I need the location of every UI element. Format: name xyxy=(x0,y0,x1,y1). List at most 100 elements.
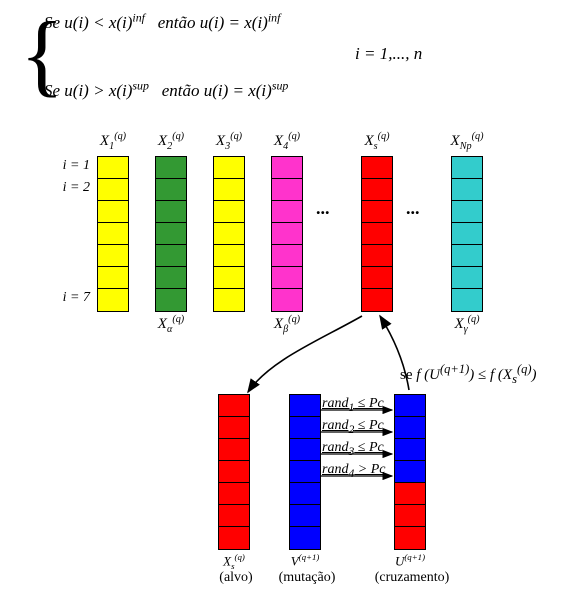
rand-condition: rand3 ≤ Pc xyxy=(322,440,384,458)
vector-column xyxy=(271,156,303,312)
vector-cell xyxy=(395,505,425,527)
bottom-column-caption: (cruzamento) xyxy=(372,570,452,586)
column-bottom-label: Xβ(q) xyxy=(265,314,309,335)
eq-line1: Se u(i) < x(i)inf então u(i) = x(i)inf xyxy=(44,13,280,32)
vector-column xyxy=(451,156,483,312)
vector-cell xyxy=(214,223,244,245)
vector-cell xyxy=(362,267,392,289)
vector-cell xyxy=(98,201,128,223)
vector-cell xyxy=(219,527,249,549)
vector-cell xyxy=(272,289,302,311)
vector-cell xyxy=(214,267,244,289)
column-label: XNp(q) xyxy=(445,131,489,152)
vector-cell xyxy=(272,267,302,289)
ellipsis: ... xyxy=(406,198,420,219)
vector-cell xyxy=(362,179,392,201)
column-label: X1(q) xyxy=(91,131,135,152)
vector-cell xyxy=(452,289,482,311)
vector-column-cruz xyxy=(394,394,426,550)
vector-cell xyxy=(219,505,249,527)
rand-condition: rand2 ≤ Pc xyxy=(322,418,384,436)
vector-cell xyxy=(272,245,302,267)
row-index-label: i = 1 xyxy=(46,158,90,174)
column-label: X3(q) xyxy=(207,131,251,152)
vector-cell xyxy=(290,527,320,549)
vector-cell xyxy=(272,223,302,245)
ellipsis: ... xyxy=(316,198,330,219)
vector-cell xyxy=(156,157,186,179)
vector-cell xyxy=(272,157,302,179)
vector-cell xyxy=(362,157,392,179)
vector-cell xyxy=(214,157,244,179)
vector-cell xyxy=(98,223,128,245)
vector-cell xyxy=(362,245,392,267)
vector-column xyxy=(97,156,129,312)
bottom-column-caption: (alvo) xyxy=(196,570,276,586)
vector-column-mutacao xyxy=(289,394,321,550)
column-label: X4(q) xyxy=(265,131,309,152)
vector-cell xyxy=(98,157,128,179)
vector-cell xyxy=(156,223,186,245)
vector-cell xyxy=(395,395,425,417)
vector-cell xyxy=(98,267,128,289)
rand-condition: rand4 > Pc xyxy=(322,462,386,480)
vector-cell xyxy=(362,223,392,245)
bottom-column-label: Xs(q) xyxy=(206,552,262,571)
vector-cell xyxy=(290,483,320,505)
vector-cell xyxy=(214,289,244,311)
eq-line2: Se u(i) > x(i)sup então u(i) = x(i)sup xyxy=(44,81,288,100)
vector-cell xyxy=(219,395,249,417)
vector-cell xyxy=(290,461,320,483)
vector-column xyxy=(155,156,187,312)
vector-cell xyxy=(214,179,244,201)
bottom-column-label: U(q+1) xyxy=(382,552,438,569)
vector-cell xyxy=(272,179,302,201)
vector-cell xyxy=(395,439,425,461)
vector-cell xyxy=(362,289,392,311)
vector-cell xyxy=(219,417,249,439)
column-label: X2(q) xyxy=(149,131,193,152)
vector-column xyxy=(361,156,393,312)
vector-cell xyxy=(156,201,186,223)
vector-cell xyxy=(452,223,482,245)
column-label: Xs(q) xyxy=(355,131,399,152)
vector-cell xyxy=(219,439,249,461)
vector-cell xyxy=(395,483,425,505)
bottom-column-label: V(q+1) xyxy=(277,552,333,569)
vector-cell xyxy=(362,201,392,223)
row-index-label: i = 7 xyxy=(46,290,90,306)
vector-cell xyxy=(395,461,425,483)
vector-cell xyxy=(156,245,186,267)
vector-cell xyxy=(214,245,244,267)
vector-cell xyxy=(98,245,128,267)
vector-cell xyxy=(452,157,482,179)
vector-cell xyxy=(156,179,186,201)
vector-cell xyxy=(452,201,482,223)
eq-range: i = 1,..., n xyxy=(355,44,422,64)
bottom-column-caption: (mutação) xyxy=(267,570,347,586)
column-bottom-label: Xα(q) xyxy=(149,314,193,335)
selection-condition: se f (U(q+1)) ≤ f (Xs(q)) xyxy=(400,362,537,387)
vector-cell xyxy=(452,267,482,289)
vector-cell xyxy=(98,289,128,311)
vector-cell xyxy=(290,417,320,439)
vector-cell xyxy=(272,201,302,223)
vector-column xyxy=(213,156,245,312)
vector-cell xyxy=(156,267,186,289)
vector-cell xyxy=(452,245,482,267)
vector-cell xyxy=(290,439,320,461)
vector-cell xyxy=(156,289,186,311)
vector-cell xyxy=(214,201,244,223)
vector-cell xyxy=(219,461,249,483)
rand-condition: rand1 ≤ Pc xyxy=(322,396,384,414)
vector-column-alvo xyxy=(218,394,250,550)
row-index-label: i = 2 xyxy=(46,180,90,196)
vector-cell xyxy=(219,483,249,505)
column-bottom-label: Xγ(q) xyxy=(445,314,489,335)
vector-cell xyxy=(290,505,320,527)
vector-cell xyxy=(395,417,425,439)
vector-cell xyxy=(98,179,128,201)
vector-cell xyxy=(452,179,482,201)
vector-cell xyxy=(290,395,320,417)
vector-cell xyxy=(395,527,425,549)
